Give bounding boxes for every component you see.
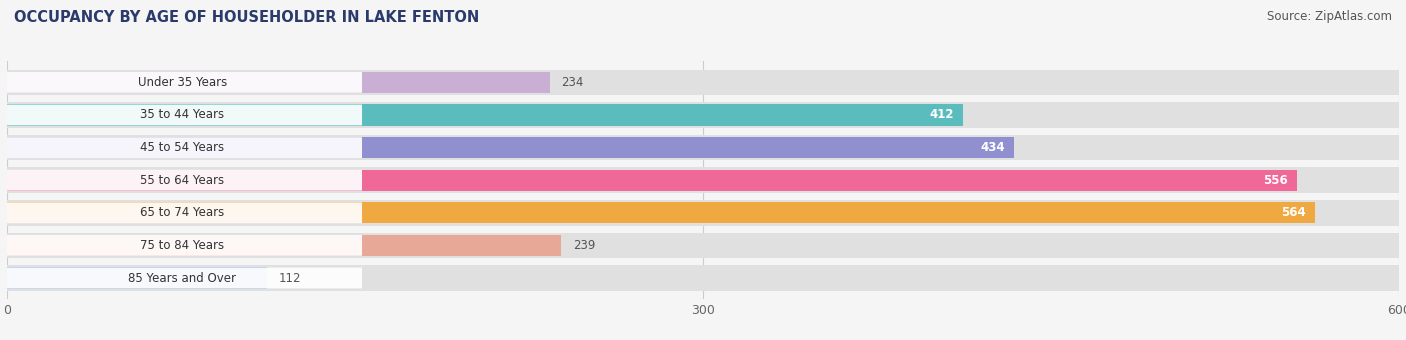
FancyBboxPatch shape [3,202,361,223]
Text: 35 to 44 Years: 35 to 44 Years [141,108,224,121]
Text: 65 to 74 Years: 65 to 74 Years [141,206,225,219]
FancyBboxPatch shape [3,170,361,191]
Text: Source: ZipAtlas.com: Source: ZipAtlas.com [1267,10,1392,23]
Bar [7,235,561,256]
Bar [7,170,1296,191]
Bar [7,135,1399,160]
Bar [7,104,963,125]
Bar [7,102,1399,128]
FancyBboxPatch shape [3,137,361,158]
Bar [7,72,550,93]
Bar [7,233,1399,258]
FancyBboxPatch shape [3,72,361,93]
FancyBboxPatch shape [3,105,361,125]
Text: 85 Years and Over: 85 Years and Over [128,272,236,285]
Bar [7,200,1399,225]
Text: 412: 412 [929,108,953,121]
FancyBboxPatch shape [3,235,361,256]
Text: 75 to 84 Years: 75 to 84 Years [141,239,224,252]
Bar [7,168,1399,193]
Bar [7,268,267,289]
Text: 45 to 54 Years: 45 to 54 Years [141,141,224,154]
Text: 434: 434 [980,141,1004,154]
Bar [7,265,1399,291]
Bar [7,137,1014,158]
Text: OCCUPANCY BY AGE OF HOUSEHOLDER IN LAKE FENTON: OCCUPANCY BY AGE OF HOUSEHOLDER IN LAKE … [14,10,479,25]
Text: 234: 234 [561,76,583,89]
Text: 239: 239 [574,239,596,252]
Text: Under 35 Years: Under 35 Years [138,76,226,89]
Text: 55 to 64 Years: 55 to 64 Years [141,174,224,187]
Text: 556: 556 [1263,174,1288,187]
Text: 564: 564 [1281,206,1306,219]
Bar [7,70,1399,95]
Bar [7,202,1316,223]
Text: 112: 112 [278,272,301,285]
FancyBboxPatch shape [3,268,361,288]
